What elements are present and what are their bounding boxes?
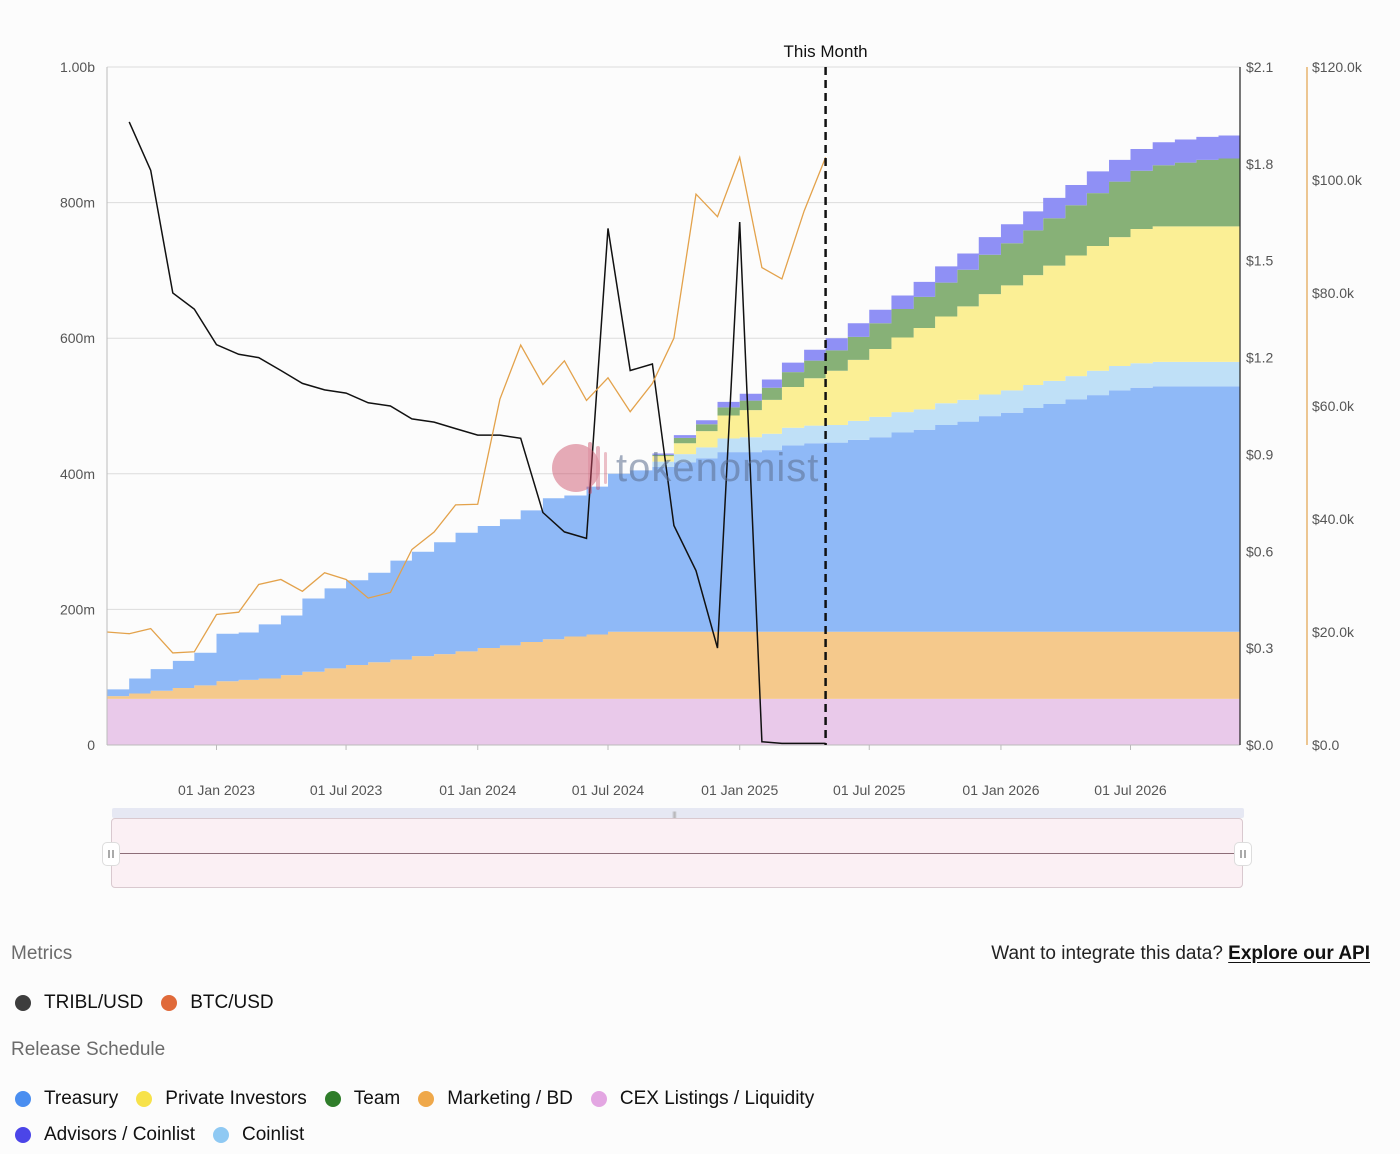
y-tick-left: 0 <box>87 737 95 753</box>
watermark: tokenomist <box>550 438 819 498</box>
y-tick-left: 800m <box>60 195 95 211</box>
explore-api-link[interactable]: Explore our API <box>1228 943 1370 964</box>
y-tick-price: $1.5 <box>1246 253 1273 269</box>
legend-label: Coinlist <box>242 1124 305 1145</box>
release-legend-row-1: Treasury Private Investors Team Marketin… <box>15 1088 832 1110</box>
legend-item-cex-listings[interactable]: CEX Listings / Liquidity <box>590 1088 815 1110</box>
y-tick-left: 200m <box>60 601 95 617</box>
area-series-treasury <box>107 386 1240 697</box>
legend-dot <box>161 995 178 1011</box>
legend-item-marketing-bd[interactable]: Marketing / BD <box>418 1088 573 1110</box>
legend-item-team[interactable]: Team <box>324 1088 401 1110</box>
legend-dot <box>136 1091 153 1107</box>
legend-dot <box>15 1127 31 1143</box>
y-tick-price: $0.6 <box>1246 543 1273 559</box>
line-series-tribl-usd <box>128 121 826 745</box>
legend-dot <box>213 1127 229 1143</box>
x-tick-label: 01 Jul 2025 <box>833 782 906 798</box>
metrics-title: Metrics <box>11 943 73 964</box>
legend-label: Treasury <box>44 1088 119 1109</box>
legend-dot <box>418 1091 435 1107</box>
x-tick-label: 01 Jan 2025 <box>701 782 778 798</box>
legend-label: Advisors / Coinlist <box>44 1124 195 1145</box>
legend-label: CEX Listings / Liquidity <box>619 1088 815 1109</box>
range-slider-track[interactable] <box>112 808 1244 818</box>
x-tick-label: 01 Jan 2026 <box>962 782 1039 798</box>
legend-item-advisors-coinlist[interactable]: Advisors / Coinlist <box>15 1124 195 1146</box>
y-tick-btc: $20.0k <box>1312 624 1355 640</box>
y-tick-btc: $60.0k <box>1312 398 1355 414</box>
release-schedule-title: Release Schedule <box>11 1039 166 1060</box>
legend-item-coinlist[interactable]: Coinlist <box>213 1124 304 1146</box>
area-series-cex-listings-liquidity <box>107 698 1240 745</box>
x-tick-label: 01 Jul 2026 <box>1094 782 1167 798</box>
y-tick-left: 400m <box>60 466 95 482</box>
range-slider-window[interactable] <box>102 818 1252 888</box>
release-legend-row-2: Advisors / Coinlist Coinlist <box>15 1124 322 1146</box>
y-tick-price: $0.0 <box>1246 737 1273 753</box>
line-series-btc-usd <box>106 155 827 654</box>
metrics-legend: TRIBL/USD BTC/USD <box>15 992 292 1014</box>
legend-label: BTC/USD <box>190 992 274 1013</box>
area-series-team <box>107 158 1240 690</box>
api-cta: Want to integrate this data? Explore our… <box>991 943 1370 965</box>
y-tick-price: $1.2 <box>1246 350 1273 366</box>
y-tick-btc: $80.0k <box>1312 285 1355 301</box>
release-schedule-chart[interactable]: 1.00b 800m 600m 400m 200m 0 $2.1 $1.8 $1.5 $1.2 $0… <box>0 0 1400 805</box>
y-tick-price: $0.9 <box>1246 446 1273 462</box>
watermark-text: tokenomist <box>616 445 820 490</box>
x-tick-label: 01 Jul 2024 <box>572 782 645 798</box>
area-series-advisors-coinlist <box>107 135 1240 690</box>
legend-item-private-investors[interactable]: Private Investors <box>136 1088 307 1110</box>
y-tick-left: 600m <box>60 330 95 346</box>
legend-label: Private Investors <box>165 1088 307 1109</box>
x-tick-label: 01 Jan 2024 <box>439 782 516 798</box>
legend-dot <box>590 1091 607 1107</box>
legend-label: Team <box>353 1088 401 1109</box>
legend-dot <box>15 995 31 1011</box>
legend-label: TRIBL/USD <box>44 992 144 1013</box>
legend-dot <box>324 1091 341 1107</box>
y-tick-price: $0.3 <box>1246 640 1273 656</box>
y-tick-btc: $120.0k <box>1312 59 1363 75</box>
api-prompt: Want to integrate this data? <box>991 943 1223 964</box>
legend-item-btc-usd[interactable]: BTC/USD <box>161 992 274 1014</box>
y-tick-btc: $100.0k <box>1312 172 1363 188</box>
range-slider-grip-icon[interactable]: ||| <box>672 810 677 820</box>
y-tick-left: 1.00b <box>60 59 95 75</box>
x-tick-label: 01 Jan 2023 <box>178 782 255 798</box>
area-series-private-investors <box>107 226 1240 690</box>
range-slider-right-handle[interactable] <box>1234 842 1252 866</box>
area-series-marketing-bd <box>107 631 1240 699</box>
x-tick-label: 01 Jul 2023 <box>310 782 383 798</box>
legend-label: Marketing / BD <box>447 1088 573 1109</box>
legend-item-tribl-usd[interactable]: TRIBL/USD <box>15 992 143 1014</box>
y-tick-price: $2.1 <box>1246 59 1273 75</box>
y-tick-price: $1.8 <box>1246 156 1273 172</box>
legend-item-treasury[interactable]: Treasury <box>15 1088 118 1110</box>
range-slider-left-handle[interactable] <box>102 842 120 866</box>
range-slider-preview-line <box>112 853 1242 854</box>
y-tick-btc: $40.0k <box>1312 511 1355 527</box>
this-month-label: This Month <box>784 42 868 61</box>
y-tick-btc: $0.0 <box>1312 737 1339 753</box>
legend-dot <box>15 1091 31 1107</box>
tokenomist-logo-icon <box>552 442 607 494</box>
